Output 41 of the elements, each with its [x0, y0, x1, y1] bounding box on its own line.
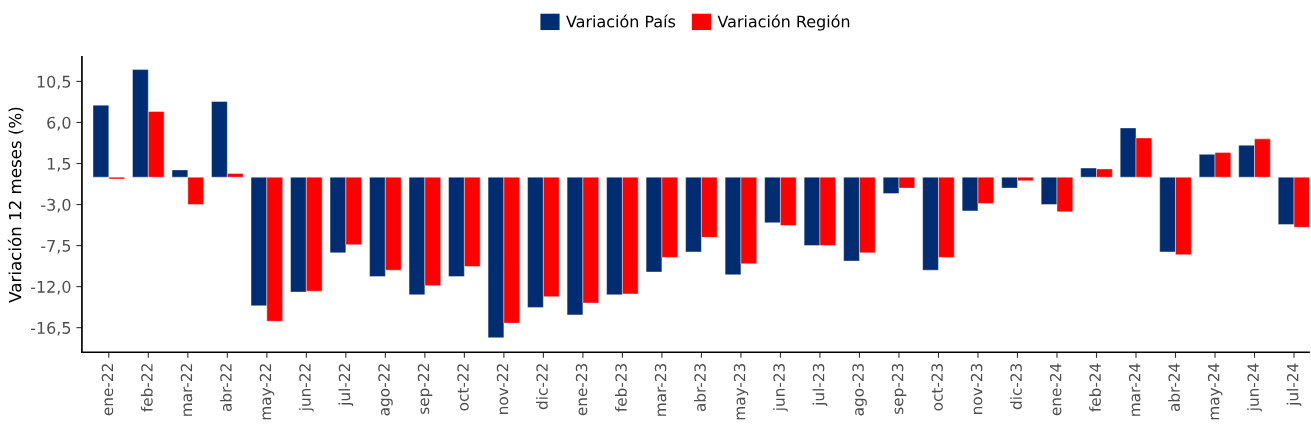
- y-tick-label: 1,5: [47, 157, 71, 172]
- x-tick-label: feb-24: [1089, 363, 1101, 412]
- x-tick-label: may-24: [1207, 363, 1223, 420]
- y-tick-label: 6,0: [47, 116, 71, 131]
- x-tick-label: ene-23: [575, 363, 588, 416]
- x-tick-label: ago-23: [852, 363, 867, 416]
- x-tick-label: oct-22: [457, 364, 469, 411]
- legend-label: Variación Región: [717, 14, 850, 31]
- x-tick-label: dic-22: [535, 364, 548, 410]
- y-tick-label: -16,5: [30, 321, 71, 336]
- x-tick-label: ago-22: [378, 364, 393, 416]
- x-tick-label: abr-24: [1168, 363, 1180, 412]
- legend-label: Variación País: [566, 14, 676, 28]
- x-tick-label: jul-22: [338, 364, 354, 407]
- x-tick-label: ene-24: [1049, 363, 1062, 416]
- y-axis-title: Variación 12 meses (%): [7, 107, 24, 303]
- x-tick-label: ene-22: [101, 364, 114, 416]
- x-tick-label: feb-22: [140, 364, 153, 412]
- x-tick-label: oct-23: [931, 363, 943, 411]
- x-tick-label: abr-23: [694, 363, 706, 412]
- x-tick-label: nov-22: [496, 364, 509, 414]
- x-tick-label: mar-24: [1128, 363, 1141, 416]
- x-tick-label: sep-23: [891, 363, 907, 414]
- x-tick-label: may-22: [259, 364, 275, 420]
- y-tick-label: -12,0: [30, 280, 71, 295]
- x-tick-label: dic-23: [1010, 363, 1022, 410]
- x-tick-label: mar-23: [654, 363, 667, 416]
- y-tick-label: -3,0: [41, 198, 71, 213]
- x-tick-label: jul-23: [812, 363, 828, 407]
- y-tick-label: 10,5: [37, 75, 71, 90]
- x-tick-label: jun-24: [1247, 363, 1262, 412]
- x-tick-label: feb-23: [615, 363, 627, 412]
- x-tick-label: jun-23: [773, 363, 788, 412]
- x-tick-label: may-23: [733, 363, 749, 420]
- x-tick-label: mar-22: [180, 364, 193, 416]
- x-tick-label: nov-23: [970, 363, 983, 414]
- x-tick-label: jun-22: [298, 364, 314, 412]
- y-tick-label: -7,5: [41, 240, 71, 254]
- x-tick-label: sep-22: [417, 364, 433, 414]
- x-tick-label: abr-22: [219, 364, 232, 412]
- x-tick-label: jul-24: [1286, 363, 1302, 407]
